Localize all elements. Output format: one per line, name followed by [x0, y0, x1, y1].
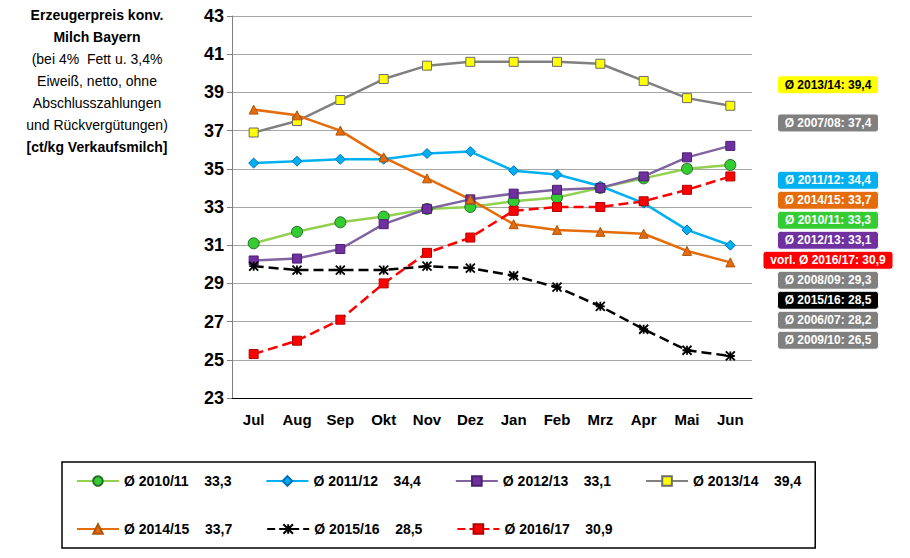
svg-text:Ø 2015/16: 28,5: Ø 2015/16: 28,5 — [785, 293, 872, 307]
svg-text:31: 31 — [204, 235, 224, 255]
svg-text:Ø 2014/15: 33,7: Ø 2014/15: 33,7 — [785, 193, 872, 207]
svg-text:Mrz: Mrz — [587, 411, 613, 428]
svg-text:Abschlusszahlungen: Abschlusszahlungen — [33, 95, 161, 111]
svg-text:41: 41 — [204, 44, 224, 64]
svg-text:(bei 4% Fett u. 3,4%: (bei 4% Fett u. 3,4% — [32, 51, 163, 67]
svg-text:[ct/kg Verkaufsmilch]: [ct/kg Verkaufsmilch] — [27, 139, 168, 155]
svg-text:Eiweiß, netto, ohne: Eiweiß, netto, ohne — [37, 73, 157, 89]
svg-text:Ø 2006/07: 28,2: Ø 2006/07: 28,2 — [785, 313, 872, 327]
svg-text:25: 25 — [204, 350, 224, 370]
svg-text:Aug: Aug — [282, 411, 311, 428]
svg-text:Ø 2010/11: 33,3: Ø 2010/11: 33,3 — [785, 213, 871, 227]
svg-text:Sep: Sep — [327, 411, 355, 428]
svg-text:Jan: Jan — [501, 411, 527, 428]
svg-text:Ø 2008/09: 29,3: Ø 2008/09: 29,3 — [785, 273, 872, 287]
svg-text:37: 37 — [204, 121, 224, 141]
svg-text:43: 43 — [204, 6, 224, 26]
svg-text:39: 39 — [204, 82, 224, 102]
svg-text:Ø 2012/13: 33,1: Ø 2012/13: 33,1 — [785, 233, 872, 247]
svg-text:27: 27 — [204, 312, 224, 332]
svg-text:Mai: Mai — [674, 411, 699, 428]
svg-text:Ø 2009/10: 26,5: Ø 2009/10: 26,5 — [785, 333, 872, 347]
svg-text:Ø 2013/14 39,4: Ø 2013/14 39,4 — [693, 473, 801, 489]
svg-text:Erzeugerpreis konv.: Erzeugerpreis konv. — [31, 7, 164, 23]
svg-text:Ø 2014/15 33,7: Ø 2014/15 33,7 — [124, 521, 232, 537]
svg-text:Ø 2007/08: 37,4: Ø 2007/08: 37,4 — [785, 116, 872, 130]
svg-text:Nov: Nov — [413, 411, 442, 428]
svg-text:und Rückvergütungen): und Rückvergütungen) — [26, 117, 168, 133]
svg-text:Ø 2011/12: 34,4: Ø 2011/12: 34,4 — [785, 173, 871, 187]
svg-text:33: 33 — [204, 197, 224, 217]
svg-text:Ø 2010/11 33,3: Ø 2010/11 33,3 — [124, 473, 232, 489]
svg-text:Jul: Jul — [243, 411, 265, 428]
svg-text:Jun: Jun — [717, 411, 744, 428]
svg-text:23: 23 — [204, 388, 224, 408]
svg-text:Ø 2016/17 30,9: Ø 2016/17 30,9 — [504, 521, 612, 537]
svg-text:Milch Bayern: Milch Bayern — [53, 29, 140, 45]
svg-text:Ø 2012/13 33,1: Ø 2012/13 33,1 — [503, 473, 611, 489]
svg-text:Feb: Feb — [544, 411, 571, 428]
svg-text:Ø 2011/12 34,4: Ø 2011/12 34,4 — [313, 473, 421, 489]
svg-text:35: 35 — [204, 159, 224, 179]
svg-text:Ø 2013/14: 39,4: Ø 2013/14: 39,4 — [785, 78, 872, 92]
svg-text:29: 29 — [204, 273, 224, 293]
svg-text:Okt: Okt — [371, 411, 396, 428]
svg-text:Apr: Apr — [631, 411, 657, 428]
svg-text:Ø 2015/16 28,5: Ø 2015/16 28,5 — [314, 521, 422, 537]
svg-text:vorl. Ø 2016/17: 30,9: vorl. Ø 2016/17: 30,9 — [770, 253, 886, 267]
svg-text:Dez: Dez — [457, 411, 484, 428]
